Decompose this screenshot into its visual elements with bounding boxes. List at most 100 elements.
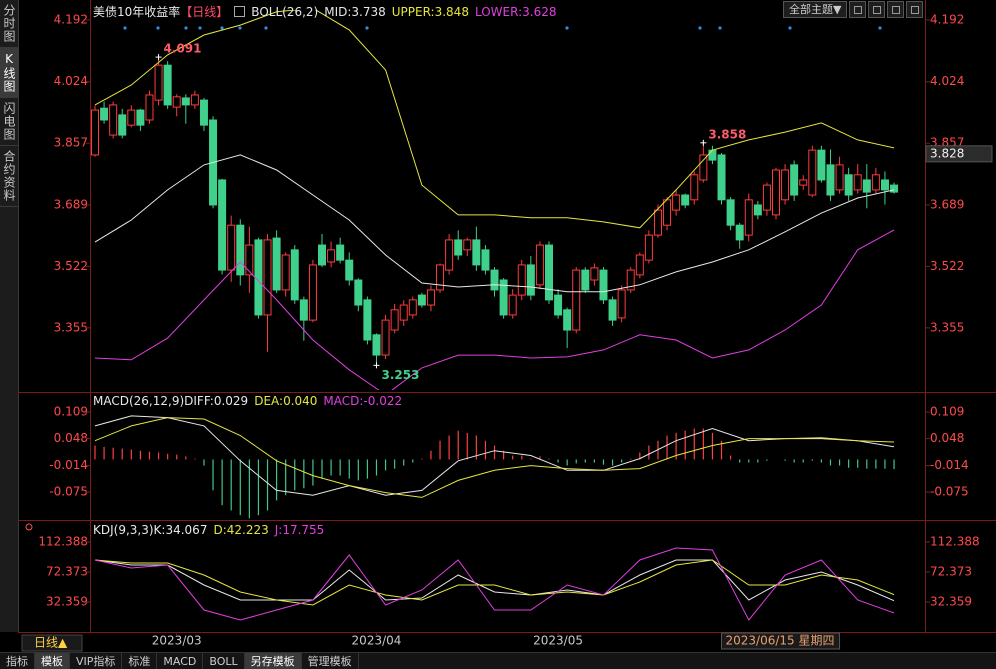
panel-header: KDJ(9,3,3)K:34.067 D:42.223 J:17.755 [93, 523, 330, 537]
tab[interactable]: MACD [157, 653, 204, 669]
candle-body [481, 249, 490, 271]
candle-body [218, 179, 227, 271]
tab[interactable]: 指标 [0, 653, 35, 669]
y-tick-label-right: 0.109 [930, 404, 964, 418]
tool-button[interactable] [906, 1, 924, 18]
candle-body [436, 264, 445, 291]
panel-header: MACD(26,12,9)DIFF:0.029 DEA:0.040 MACD:-0.… [93, 394, 408, 408]
indicator-line [94, 229, 895, 390]
candle-body [626, 269, 635, 291]
tool-button[interactable] [868, 1, 886, 18]
legend-entry: MACD:-0.022 [323, 394, 403, 408]
candle-body [717, 154, 726, 201]
legend-entry: MID:3.738 [324, 5, 386, 19]
tab[interactable]: VIP指标 [70, 653, 123, 669]
sidebar-item[interactable]: K线图 [0, 48, 18, 98]
toolbar: 全部主题▼ [783, 1, 924, 18]
panel-title: KDJ(9,3,3) [93, 523, 154, 537]
panel-icon [25, 523, 33, 531]
sidebar-item[interactable]: 分时图 [0, 0, 18, 48]
candle-body [417, 294, 426, 306]
candle-body [663, 199, 672, 226]
sidebar-item[interactable]: 闪电图 [0, 98, 18, 146]
sidebar: 分时图 K线图 闪电图 合约资料 [0, 0, 19, 632]
tab[interactable]: 管理模板 [302, 653, 359, 669]
candle-body [463, 239, 472, 251]
tool-button[interactable] [849, 1, 867, 18]
plot [94, 415, 895, 519]
tool-button[interactable] [887, 1, 905, 18]
indicator-line [94, 547, 895, 621]
candle-body [853, 174, 862, 191]
y-tick-label-right: 3.689 [930, 197, 964, 211]
candle-body [517, 264, 526, 296]
x-tick-label: 2023/03 [152, 634, 202, 648]
y-tick-label-right: 0.048 [930, 431, 964, 445]
candle-body [390, 309, 399, 331]
event-dot [264, 26, 268, 30]
candle-body [781, 169, 790, 201]
point-label: 3.858 [708, 127, 746, 141]
event-dot [220, 26, 224, 30]
candle-body [817, 149, 826, 181]
x-tick-label: 2023/04 [352, 634, 402, 648]
candle-body [871, 174, 880, 191]
candle-body [308, 264, 317, 321]
candle-body [545, 244, 553, 301]
candle-body [508, 294, 517, 316]
candle-body [880, 179, 889, 191]
y-tick-label: 3.689 [54, 197, 88, 211]
candle-body [862, 179, 871, 193]
y-tick-label: 4.192 [54, 12, 88, 26]
legend-entry: D:42.223 [213, 523, 269, 537]
period-box [21, 634, 83, 652]
candle-body [263, 239, 272, 316]
candle-body [299, 299, 308, 321]
candle-body [890, 184, 899, 193]
period-title: 【日线】 [180, 5, 229, 19]
candle-body [499, 279, 508, 316]
candle-body [345, 259, 354, 281]
y-tick-label: 72.373 [46, 564, 88, 578]
tab[interactable]: 标准 [122, 653, 158, 669]
theme-button[interactable]: 全部主题▼ [783, 1, 848, 18]
y-tick-label-right: 3.355 [930, 320, 964, 334]
indicator-icon [234, 6, 246, 17]
candle-body [100, 107, 109, 121]
candle-body [290, 249, 299, 301]
y-tick-label: 3.857 [54, 136, 88, 150]
candle-body [590, 267, 599, 281]
candle-body [245, 244, 254, 276]
candle-body [799, 179, 808, 186]
sidebar-item[interactable]: 合约资料 [0, 146, 18, 207]
point-label: 4.091 [164, 42, 202, 56]
candle-body [608, 299, 617, 321]
event-dot [184, 26, 188, 30]
legend-entry: DIFF:0.029 [184, 394, 249, 408]
candle-body [599, 269, 608, 301]
indicator-line [94, 417, 895, 498]
candle-body [91, 109, 99, 156]
event-dot [788, 26, 792, 30]
tab[interactable]: 模板 [35, 653, 70, 669]
candle-body [808, 149, 817, 196]
candle-body [826, 164, 835, 196]
tab[interactable]: BOLL [203, 653, 245, 669]
tab[interactable]: 另存模板 [244, 653, 302, 669]
candle-body [381, 319, 390, 356]
candle-body [318, 244, 326, 266]
candle-body [136, 109, 145, 126]
panel-title: MACD(26,12,9) [93, 394, 185, 408]
event-dot [123, 26, 127, 30]
candle-body [272, 237, 281, 291]
candle-body [772, 169, 780, 216]
cursor-date-label: 2023/06/15 星期四 [726, 634, 835, 648]
y-tick-label: 3.522 [54, 259, 88, 273]
y-tick-label: 4.024 [54, 74, 88, 88]
candle-body [408, 299, 417, 316]
candle-body [236, 224, 245, 276]
y-tick-label: 112.388 [38, 534, 88, 548]
candle-body [445, 239, 454, 271]
event-dot [238, 26, 242, 30]
